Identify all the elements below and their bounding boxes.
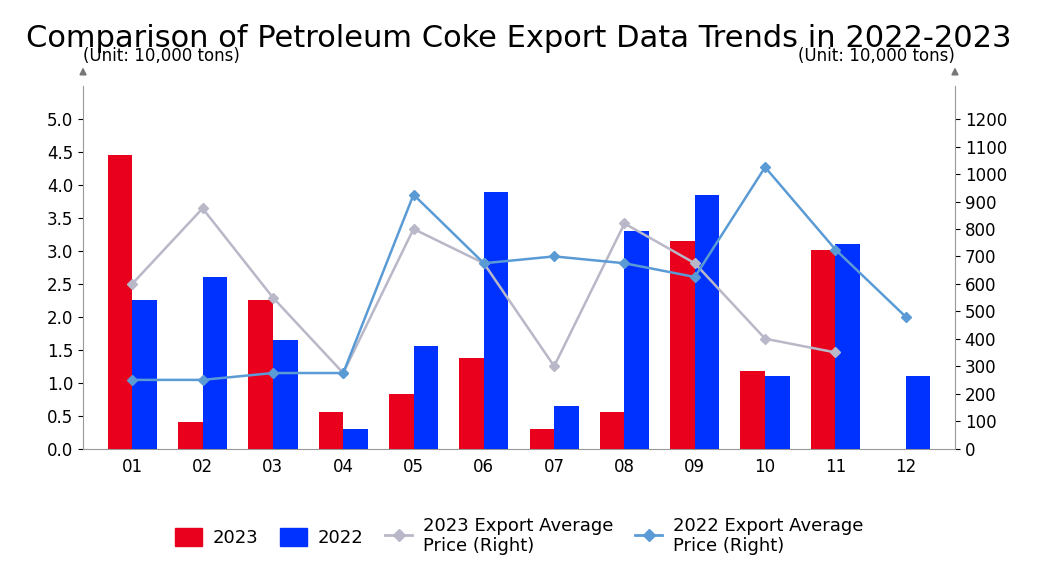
Bar: [529, 429, 554, 448]
Title: Comparison of Petroleum Coke Export Data Trends in 2022-2023: Comparison of Petroleum Coke Export Data…: [26, 24, 1012, 53]
Bar: [177, 422, 202, 449]
Bar: [811, 250, 836, 448]
Bar: [344, 429, 367, 448]
Bar: [389, 394, 413, 448]
Bar: [694, 195, 719, 448]
Bar: [459, 358, 484, 448]
Bar: [836, 244, 861, 448]
Bar: [671, 241, 694, 448]
Text: (Unit: 10,000 tons): (Unit: 10,000 tons): [798, 47, 955, 64]
Bar: [554, 406, 579, 448]
Bar: [202, 277, 227, 448]
Bar: [319, 412, 344, 448]
Legend: 2023, 2022, 2023 Export Average
Price (Right), 2022 Export Average
Price (Right): 2023, 2022, 2023 Export Average Price (R…: [174, 516, 864, 555]
Bar: [132, 300, 157, 448]
Bar: [600, 412, 625, 448]
Bar: [108, 155, 132, 448]
Text: (Unit: 10,000 tons): (Unit: 10,000 tons): [83, 47, 240, 64]
Bar: [413, 346, 438, 448]
Bar: [273, 340, 298, 448]
Bar: [625, 231, 649, 448]
Bar: [740, 371, 765, 448]
Bar: [248, 300, 273, 448]
Bar: [906, 376, 930, 448]
Bar: [765, 376, 790, 448]
Bar: [484, 191, 509, 448]
